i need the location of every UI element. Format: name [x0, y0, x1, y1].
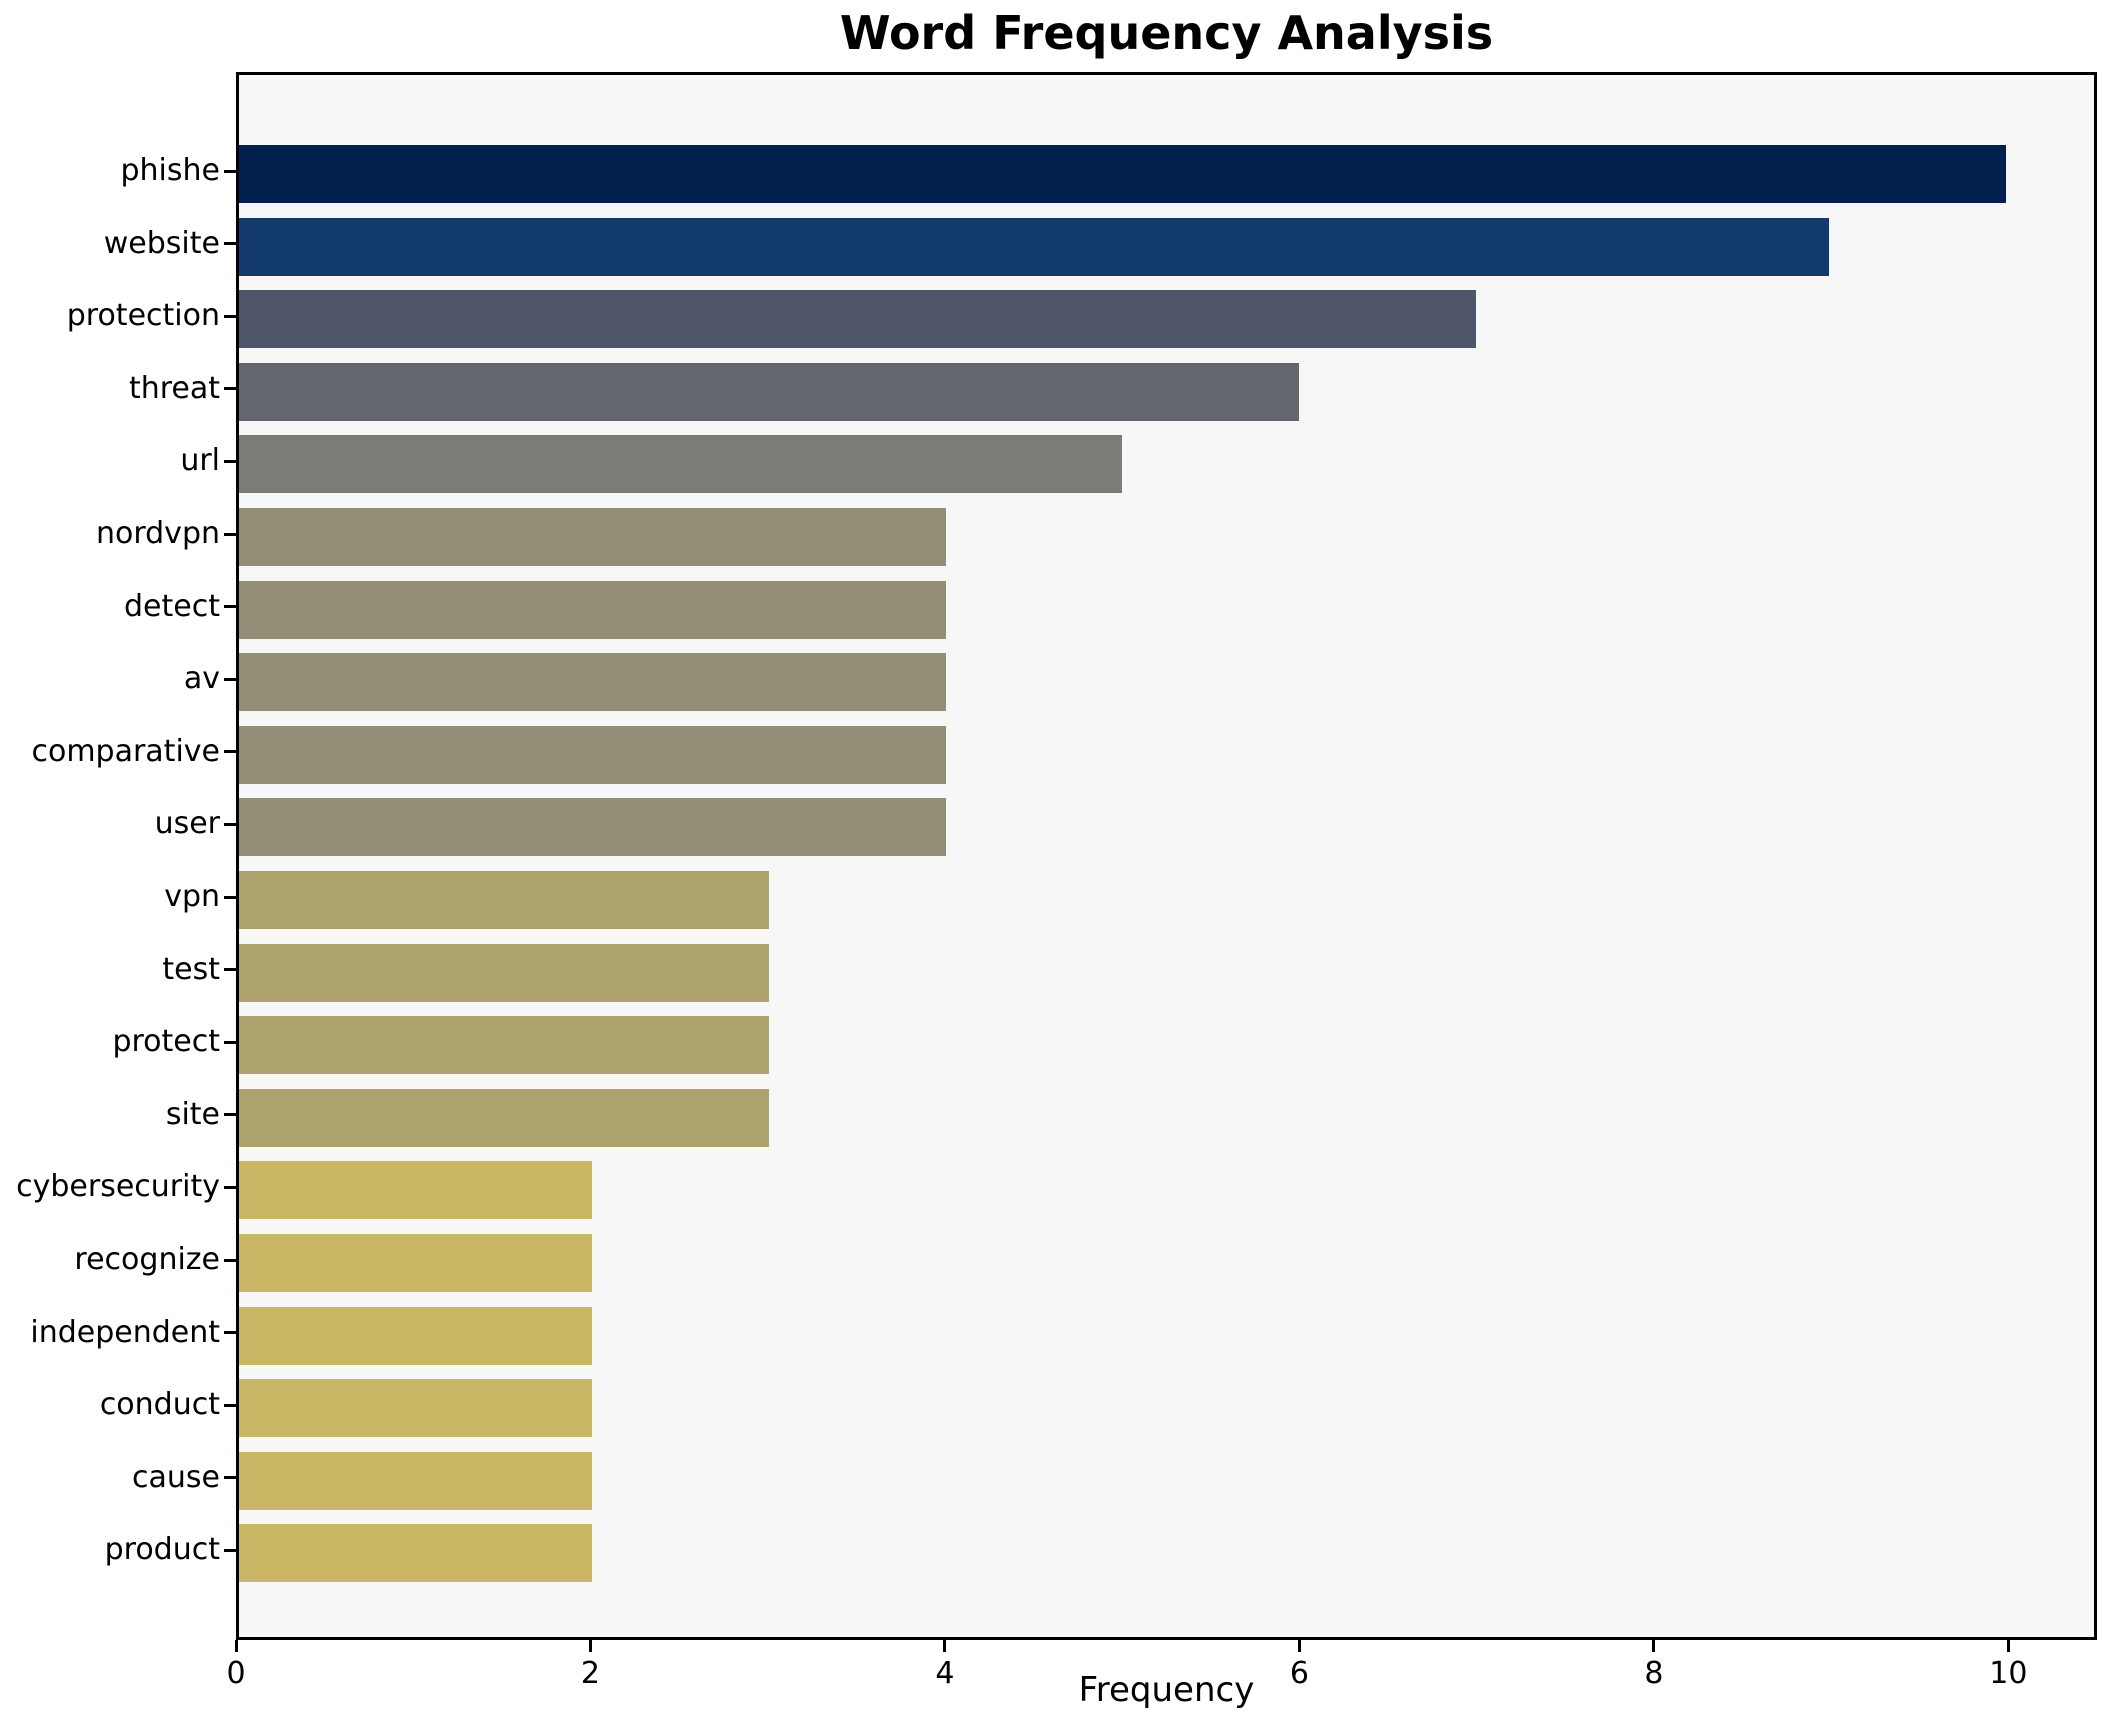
y-tick-av: [224, 677, 236, 681]
y-label-nordvpn: nordvpn: [95, 516, 220, 551]
y-label-comparative: comparative: [31, 733, 220, 769]
y-tick-user: [224, 822, 236, 826]
bar-phishe: [239, 145, 2006, 203]
y-tick-protect: [224, 1040, 236, 1044]
y-label-protection: protection: [66, 298, 220, 334]
y-tick-conduct: [224, 1403, 236, 1407]
bar-product: [239, 1524, 593, 1583]
y-label-cybersecurity: cybersecurity: [16, 1169, 220, 1205]
x-tick-label-10: 10: [1989, 1656, 2028, 1691]
x-tick-6: [1297, 1640, 1301, 1652]
y-tick-protection: [224, 314, 236, 318]
y-label-detect: detect: [124, 588, 220, 624]
bar-detect: [239, 580, 946, 639]
bar-cause: [239, 1451, 593, 1510]
bar-threat: [239, 362, 1299, 421]
y-label-conduct: conduct: [99, 1387, 220, 1423]
y-label-phishe: phishe: [120, 153, 221, 188]
x-tick-4: [943, 1640, 947, 1652]
bar-website: [239, 217, 1829, 276]
y-label-recognize: recognize: [74, 1242, 220, 1277]
y-label-url: url: [180, 443, 220, 479]
y-tick-cause: [224, 1476, 236, 1480]
bars-layer: [239, 75, 2094, 1637]
y-tick-vpn: [224, 895, 236, 899]
x-tick-label-8: 8: [1644, 1656, 1664, 1691]
y-tick-product: [224, 1548, 236, 1552]
bar-test: [239, 943, 769, 1002]
chart-title: Word Frequency Analysis: [839, 6, 1494, 60]
bar-conduct: [239, 1379, 593, 1438]
y-label-website: website: [103, 225, 220, 261]
bar-vpn: [239, 871, 769, 929]
y-label-protect: protect: [112, 1024, 220, 1060]
y-label-product: product: [104, 1532, 220, 1568]
y-label-independent: independent: [30, 1314, 220, 1350]
bar-comparative: [239, 725, 946, 784]
y-tick-phishe: [224, 169, 236, 173]
x-tick-label-4: 4: [935, 1656, 955, 1691]
bar-cybersecurity: [239, 1161, 593, 1220]
bar-independent: [239, 1306, 593, 1365]
y-tick-cybersecurity: [224, 1185, 236, 1189]
y-tick-detect: [224, 605, 236, 609]
y-tick-nordvpn: [224, 532, 236, 536]
bar-nordvpn: [239, 508, 946, 566]
y-tick-site: [224, 1113, 236, 1117]
y-tick-independent: [224, 1331, 236, 1335]
y-label-user: user: [154, 806, 220, 842]
x-axis-label: Frequency: [1078, 1670, 1255, 1710]
x-tick-10: [2006, 1640, 2010, 1652]
bar-user: [239, 798, 946, 857]
y-label-threat: threat: [128, 370, 220, 406]
y-tick-website: [224, 242, 236, 246]
y-label-cause: cause: [132, 1459, 220, 1495]
y-tick-threat: [224, 387, 236, 391]
y-tick-comparative: [224, 750, 236, 754]
bar-av: [239, 653, 946, 712]
x-tick-label-6: 6: [1289, 1656, 1309, 1691]
bar-protection: [239, 290, 1476, 349]
y-label-vpn: vpn: [164, 879, 220, 914]
bar-protect: [239, 1016, 769, 1075]
bar-url: [239, 435, 1123, 494]
x-tick-0: [234, 1640, 238, 1652]
x-tick-label-2: 2: [580, 1656, 601, 1691]
x-tick-label-0: 0: [226, 1656, 246, 1691]
bar-recognize: [239, 1234, 593, 1292]
y-label-site: site: [165, 1096, 220, 1132]
y-tick-recognize: [224, 1258, 236, 1262]
y-tick-url: [224, 459, 236, 463]
y-label-av: av: [183, 661, 220, 697]
x-tick-8: [1652, 1640, 1656, 1652]
y-label-test: test: [162, 951, 220, 987]
plot-area: [236, 72, 2097, 1640]
y-tick-test: [224, 968, 236, 972]
bar-site: [239, 1088, 769, 1147]
x-tick-2: [588, 1640, 592, 1652]
